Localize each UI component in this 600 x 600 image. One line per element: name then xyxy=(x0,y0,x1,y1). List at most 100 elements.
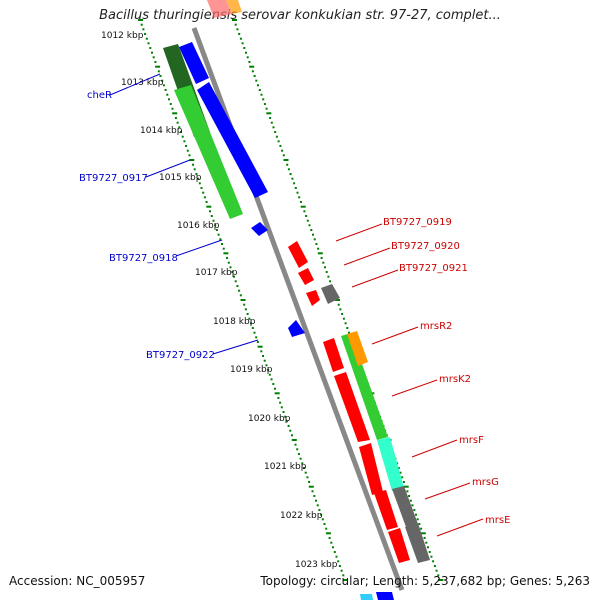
track-tick xyxy=(251,70,254,73)
track-tick xyxy=(304,471,307,474)
feature-bottom-blue xyxy=(376,592,394,600)
track-tick xyxy=(270,378,273,381)
track-tick xyxy=(219,238,222,241)
track-tick xyxy=(192,163,194,166)
track-tick xyxy=(305,215,308,217)
track-tick xyxy=(180,131,182,133)
track-tick xyxy=(298,196,301,199)
track-tick xyxy=(438,579,443,581)
track-tick xyxy=(265,364,268,367)
track-tick xyxy=(297,453,300,455)
track-tick xyxy=(399,471,402,474)
track-tick xyxy=(294,443,297,446)
track-tick xyxy=(171,107,174,110)
track-tick xyxy=(222,247,225,250)
feature-red-mrsf xyxy=(359,443,383,495)
reverse-features xyxy=(207,0,430,600)
track-tick xyxy=(286,163,289,166)
gene-label-bt9727-0920: BT9727_0920 xyxy=(391,241,460,252)
track-tick xyxy=(274,392,280,395)
track-tick xyxy=(430,555,433,558)
track-tick xyxy=(172,112,178,115)
track-tick xyxy=(397,467,400,469)
track-tick xyxy=(321,518,324,521)
track-tick xyxy=(212,219,215,222)
kbp-label: 1021 kbp xyxy=(264,462,307,472)
track-tick xyxy=(420,532,426,535)
track-tick xyxy=(246,313,249,315)
track-tick xyxy=(152,56,155,59)
track-tick xyxy=(258,89,261,91)
track-tick xyxy=(270,121,273,124)
track-tick xyxy=(245,51,247,54)
track-tick xyxy=(197,177,200,180)
track-tick xyxy=(269,117,272,119)
track-tick xyxy=(282,154,285,157)
track-tick xyxy=(425,541,428,544)
track-tick xyxy=(206,205,212,208)
track-tick xyxy=(277,140,280,143)
track-tick xyxy=(176,121,179,124)
feature-red-mrse xyxy=(388,528,410,563)
track-tick xyxy=(260,350,263,353)
track-tick xyxy=(275,135,278,138)
right-gene-labels: BT9727_0919 BT9727_0920 BT9727_0921 mrsR… xyxy=(335,217,510,537)
track-tick xyxy=(243,47,246,49)
feature-gray-mrse xyxy=(405,523,430,563)
track-tick xyxy=(413,509,416,511)
track-tick xyxy=(411,504,414,507)
feature-blue-0917 xyxy=(197,82,268,198)
track-tick xyxy=(157,70,160,73)
track-tick xyxy=(226,257,229,259)
track-tick xyxy=(328,537,331,539)
track-tick xyxy=(145,37,148,40)
track-tick xyxy=(243,303,246,306)
track-tick xyxy=(164,89,167,91)
track-tick xyxy=(203,196,206,199)
feature-blue-0922 xyxy=(288,320,305,337)
track-tick xyxy=(437,574,440,577)
track-tick xyxy=(142,28,145,31)
track-tick xyxy=(236,28,239,31)
track-tick xyxy=(325,271,328,273)
track-tick xyxy=(303,467,305,469)
kbp-labels: 1012 kbp 1013 kbp 1014 kbp 1015 kbp 1016… xyxy=(101,31,338,570)
track-tick xyxy=(325,532,331,535)
track-tick xyxy=(249,65,255,68)
track-tick xyxy=(415,513,417,516)
kbp-label: 1022 kbp xyxy=(280,511,323,521)
track-tick xyxy=(432,560,435,563)
feature-red-mrsr2 xyxy=(323,338,344,372)
gene-label-mrsg: mrsG xyxy=(472,477,499,488)
track-tick xyxy=(301,462,304,465)
track-tick xyxy=(200,187,203,189)
track-tick xyxy=(409,499,412,502)
track-tick xyxy=(189,159,195,161)
track-tick xyxy=(195,173,198,175)
track-tick xyxy=(315,243,318,245)
track-tick xyxy=(174,117,177,119)
leader-line xyxy=(424,482,471,500)
track-tick xyxy=(274,131,277,133)
track-tick xyxy=(317,252,323,255)
feature-green-cher xyxy=(174,85,243,219)
feature-gray-0921 xyxy=(321,284,340,304)
leader-line xyxy=(391,379,438,397)
leader-line xyxy=(371,326,419,345)
track-tick xyxy=(155,65,161,68)
track-tick xyxy=(337,560,340,563)
track-tick xyxy=(257,84,259,87)
track-tick xyxy=(253,75,256,77)
track-tick xyxy=(234,23,237,26)
track-tick xyxy=(268,373,271,376)
track-tick xyxy=(294,187,297,189)
track-tick xyxy=(337,303,340,306)
gene-label-bt9727-0918: BT9727_0918 xyxy=(109,253,178,264)
track-tick xyxy=(433,565,436,567)
leader-line xyxy=(109,73,161,96)
gene-label-bt9727-0919: BT9727_0919 xyxy=(383,217,452,228)
track-tick xyxy=(327,275,330,278)
track-tick xyxy=(244,308,247,311)
track-tick xyxy=(248,61,251,63)
gene-label-mrse: mrsE xyxy=(485,515,510,526)
